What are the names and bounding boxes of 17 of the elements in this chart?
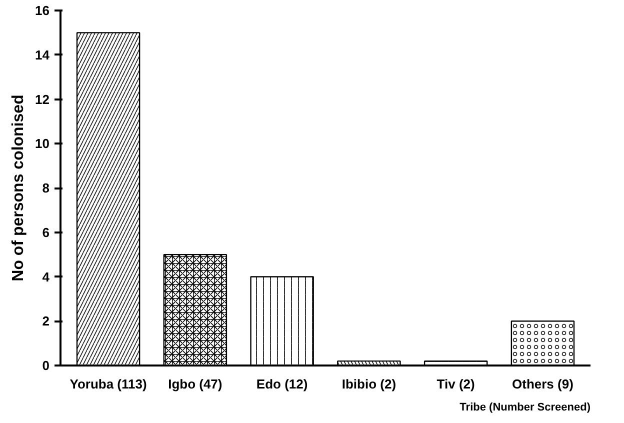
x-tick-label: Tiv (2) xyxy=(436,376,475,392)
y-tick-label: 14 xyxy=(35,47,50,62)
y-tick-label: 0 xyxy=(42,358,50,373)
x-tick-label: Igbo (47) xyxy=(168,376,222,392)
y-axis-title: No of persons colonised xyxy=(10,94,28,282)
y-tick-label: 12 xyxy=(35,92,50,107)
y-tick-label: 4 xyxy=(42,269,50,284)
x-tick-label: Edo (12) xyxy=(256,376,308,392)
x-axis-title: Tribe (Number Screened) xyxy=(460,402,591,414)
y-tick-label: 2 xyxy=(42,314,50,329)
y-tick-label: 8 xyxy=(42,180,50,196)
y-tick-label: 16 xyxy=(35,3,50,18)
x-tick-label: Yoruba (113) xyxy=(70,376,147,392)
x-tick-label: Others (9) xyxy=(512,376,574,392)
y-tick-label: 10 xyxy=(35,136,50,152)
x-tick-label: Ibibio (2) xyxy=(342,376,396,392)
y-tick-label: 6 xyxy=(42,224,50,240)
